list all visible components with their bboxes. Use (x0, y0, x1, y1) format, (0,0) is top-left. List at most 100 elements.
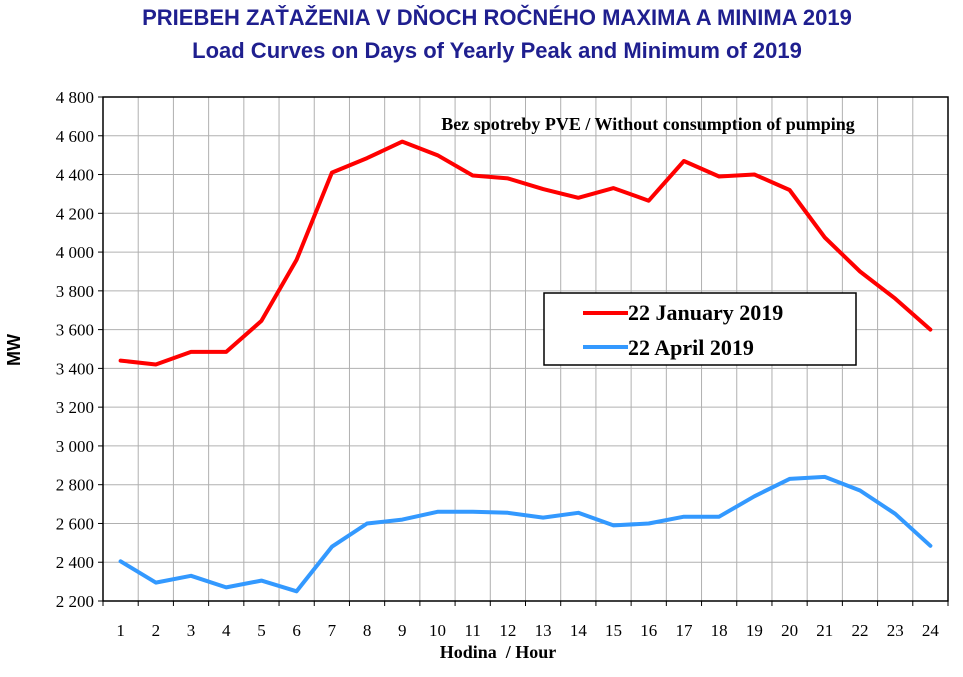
y-tick-label: 3 400 (56, 359, 94, 378)
x-tick-label: 22 (851, 621, 868, 640)
data-point-january (647, 199, 651, 203)
x-tick-label: 4 (222, 621, 231, 640)
data-point-april (224, 585, 228, 589)
y-tick-label: 2 400 (56, 553, 94, 572)
data-point-april (259, 579, 263, 583)
data-point-april (435, 510, 439, 514)
y-tick-label: 3 600 (56, 321, 94, 340)
chart-subtitle: Load Curves on Days of Yearly Peak and M… (192, 38, 802, 63)
data-point-april (823, 475, 827, 479)
legend-box (543, 292, 857, 366)
data-point-april (752, 494, 756, 498)
data-point-april (541, 516, 545, 520)
data-point-april (788, 477, 792, 481)
y-tick-label: 3 000 (56, 437, 94, 456)
data-point-january (119, 359, 123, 363)
data-point-april (682, 515, 686, 519)
data-point-april (330, 545, 334, 549)
chart-title: PRIEBEH ZAŤAŽENIA V DŇOCH ROČNÉHO MAXIMA… (142, 5, 852, 30)
chart-annotation: Bez spotreby PVE / Without consumption o… (441, 114, 855, 134)
data-point-april (189, 574, 193, 578)
data-point-april (119, 559, 123, 563)
x-tick-label: 12 (499, 621, 516, 640)
x-tick-label: 20 (781, 621, 798, 640)
y-tick-label: 4 200 (56, 204, 94, 223)
data-point-january (435, 153, 439, 157)
data-point-january (893, 297, 897, 301)
legend: 22 January 2019 22 April 2019 (543, 292, 857, 366)
data-point-april (576, 511, 580, 515)
data-point-january (259, 319, 263, 323)
data-point-january (788, 188, 792, 192)
x-tick-label: 16 (640, 621, 657, 640)
y-tick-label: 3 200 (56, 398, 94, 417)
x-tick-label: 11 (465, 621, 481, 640)
x-tick-label: 17 (675, 621, 693, 640)
data-point-april (154, 581, 158, 585)
data-point-january (154, 363, 158, 367)
data-point-january (506, 176, 510, 180)
x-tick-label: 6 (292, 621, 301, 640)
y-tick-label: 3 800 (56, 282, 94, 301)
y-tick-label: 4 600 (56, 127, 94, 146)
series-lines (118, 139, 933, 594)
x-tick-label: 21 (816, 621, 833, 640)
x-tick-label: 9 (398, 621, 407, 640)
data-point-april (647, 521, 651, 525)
x-axis-ticks: 1 2 3 4 5 6 7 8 9 10 11 12 13 14 15 16 17 18 19 20 21 22 23 24 (102, 601, 949, 640)
x-tick-label: 18 (711, 621, 728, 640)
y-tick-label: 2 200 (56, 592, 94, 611)
x-tick-label: 14 (570, 621, 588, 640)
x-tick-label: 19 (746, 621, 763, 640)
data-point-january (823, 236, 827, 240)
data-point-january (224, 350, 228, 354)
y-tick-label: 4 800 (56, 88, 94, 107)
series-line-january (118, 139, 933, 367)
x-tick-label: 24 (922, 621, 940, 640)
y-axis-ticks: 2 200 2 400 2 600 2 800 3 000 3 200 3 400 3 600… (56, 88, 103, 611)
x-tick-label: 23 (887, 621, 904, 640)
data-point-january (752, 173, 756, 177)
x-tick-label: 15 (605, 621, 622, 640)
data-point-april (717, 515, 721, 519)
data-point-april (612, 523, 616, 527)
x-tick-label: 10 (429, 621, 446, 640)
x-tick-label: 5 (257, 621, 266, 640)
x-tick-label: 13 (535, 621, 552, 640)
y-tick-label: 2 800 (56, 476, 94, 495)
data-point-january (295, 258, 299, 262)
data-point-april (506, 511, 510, 515)
data-point-april (858, 489, 862, 493)
y-tick-label: 4 400 (56, 166, 94, 185)
legend-label-january: 22 January 2019 (628, 300, 783, 325)
x-axis-label: Hodina / Hour (440, 642, 557, 662)
data-point-april (295, 589, 299, 593)
y-tick-label: 4 000 (56, 243, 94, 262)
data-point-january (189, 350, 193, 354)
data-point-april (471, 510, 475, 514)
x-tick-label: 2 (152, 621, 161, 640)
data-point-january (576, 196, 580, 200)
data-point-january (682, 159, 686, 163)
data-point-april (365, 521, 369, 525)
data-point-january (541, 187, 545, 191)
data-point-january (365, 156, 369, 160)
legend-label-april: 22 April 2019 (628, 335, 754, 360)
x-tick-label: 7 (328, 621, 337, 640)
data-point-april (928, 544, 932, 548)
x-tick-label: 8 (363, 621, 372, 640)
data-point-january (858, 269, 862, 273)
x-tick-label: 1 (116, 621, 125, 640)
data-point-january (612, 186, 616, 190)
data-point-january (400, 140, 404, 144)
data-point-january (717, 174, 721, 178)
data-point-april (893, 512, 897, 516)
data-point-april (400, 518, 404, 522)
data-point-january (928, 328, 932, 332)
data-point-january (471, 174, 475, 178)
y-axis-label: MW (4, 334, 24, 366)
y-tick-label: 2 600 (56, 514, 94, 533)
data-point-january (330, 171, 334, 175)
series-line-april (118, 474, 933, 594)
